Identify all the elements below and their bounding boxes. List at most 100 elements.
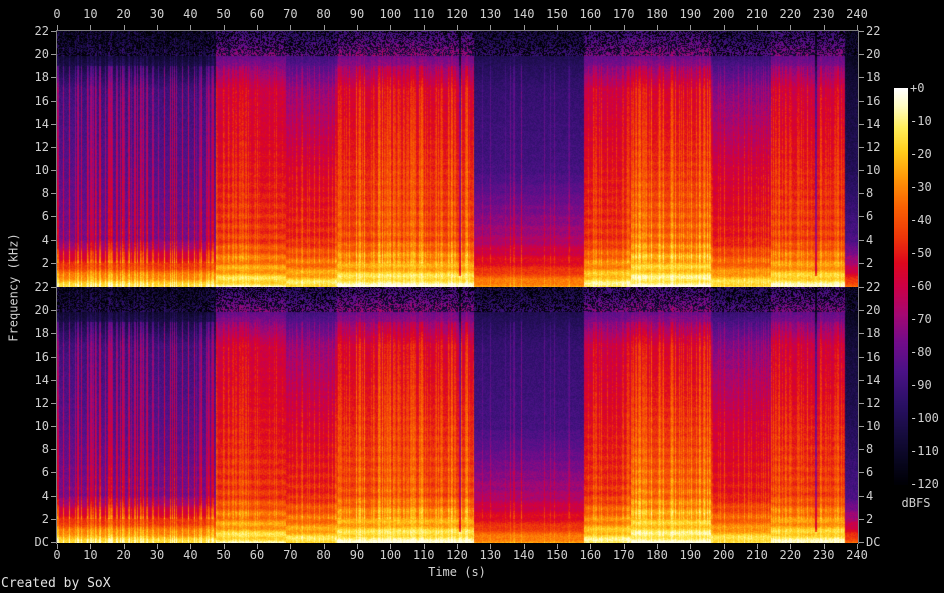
time-tick-mark-bottom <box>190 544 192 549</box>
time-tick-label-top: 0 <box>53 7 61 21</box>
freq-tick-label-left: 12 <box>34 140 49 154</box>
time-tick-label-bottom: 110 <box>412 548 435 562</box>
time-tick-mark-bottom <box>590 544 592 549</box>
time-tick-mark-bottom <box>323 544 325 549</box>
freq-tick-mark-left <box>51 542 56 543</box>
time-tick-label-bottom: 60 <box>249 548 265 562</box>
time-tick-mark-top <box>190 25 192 30</box>
freq-tick-label-right: 8 <box>866 442 874 456</box>
time-tick-label-bottom: 200 <box>712 548 735 562</box>
freq-tick-label-left: 4 <box>41 489 49 503</box>
freq-tick-label-left: DC <box>34 535 49 549</box>
freq-tick-label-right: DC <box>866 535 881 549</box>
time-tick-label-bottom: 130 <box>479 548 502 562</box>
y-axis-title: Frequency (kHz) <box>6 233 21 342</box>
freq-tick-label-left: 20 <box>34 303 49 317</box>
time-tick-mark-bottom <box>90 544 92 549</box>
time-tick-mark-top <box>757 25 758 30</box>
time-tick-mark-bottom <box>390 544 392 549</box>
time-tick-label-bottom: 140 <box>512 548 535 562</box>
freq-tick-mark-left <box>51 496 56 497</box>
freq-tick-label-right: 6 <box>866 209 874 223</box>
freq-tick-label-left: 8 <box>41 186 49 200</box>
freq-tick-label-left: 20 <box>34 47 49 61</box>
time-tick-label-bottom: 180 <box>646 548 668 562</box>
freq-tick-label-left: 18 <box>34 70 49 84</box>
freq-tick-mark-right <box>859 287 864 288</box>
time-tick-label-top: 210 <box>746 7 768 21</box>
colorbar-tick-label: -30 <box>910 180 932 194</box>
time-tick-mark-bottom <box>457 544 458 549</box>
freq-tick-label-left: 6 <box>41 209 49 223</box>
freq-tick-mark-left <box>51 357 56 358</box>
freq-tick-mark-left <box>51 216 56 217</box>
time-tick-mark-bottom <box>857 544 858 549</box>
freq-tick-mark-right <box>859 357 864 358</box>
x-axis-title: Time (s) <box>428 565 486 579</box>
time-tick-mark-bottom <box>490 544 492 549</box>
freq-tick-label-left: 22 <box>34 24 49 38</box>
time-tick-label-top: 150 <box>546 7 568 21</box>
time-tick-mark-top <box>557 25 558 30</box>
time-tick-mark-top <box>223 25 225 30</box>
time-tick-mark-top <box>57 25 58 30</box>
freq-tick-mark-right <box>859 193 864 194</box>
time-tick-label-top: 240 <box>846 7 868 21</box>
time-tick-label-top: 90 <box>349 7 365 21</box>
freq-tick-label-right: 16 <box>866 350 881 364</box>
freq-tick-mark-right <box>859 426 864 427</box>
freq-tick-mark-right <box>859 54 864 55</box>
time-tick-mark-bottom <box>423 544 425 549</box>
colorbar-tick-label: -60 <box>910 279 932 293</box>
freq-tick-mark-left <box>51 310 56 311</box>
time-tick-label-bottom: 170 <box>612 548 635 562</box>
freq-tick-mark-left <box>51 101 56 102</box>
time-tick-label-bottom: 30 <box>149 548 165 562</box>
time-tick-label-top: 10 <box>83 7 98 21</box>
freq-tick-label-right: 18 <box>866 70 881 84</box>
freq-tick-mark-left <box>51 124 56 125</box>
time-tick-label-bottom: 100 <box>379 548 402 562</box>
time-tick-label-top: 160 <box>579 7 602 21</box>
colorbar-tick-label: -40 <box>910 213 932 227</box>
time-tick-mark-top <box>423 25 425 30</box>
time-tick-mark-top <box>390 25 392 30</box>
freq-tick-mark-right <box>859 542 864 543</box>
freq-tick-label-right: 18 <box>866 326 881 340</box>
freq-tick-label-right: 22 <box>866 280 881 294</box>
freq-tick-mark-left <box>51 54 56 55</box>
colorbar-gradient <box>894 88 908 485</box>
time-tick-label-top: 180 <box>646 7 668 21</box>
freq-tick-mark-left <box>51 519 56 520</box>
time-tick-label-bottom: 120 <box>446 548 468 562</box>
colorbar-tick-label: -120 <box>910 477 939 491</box>
freq-tick-mark-left <box>51 333 56 334</box>
time-tick-label-bottom: 40 <box>183 548 198 562</box>
time-tick-mark-bottom <box>657 544 658 549</box>
freq-tick-label-right: 2 <box>866 512 874 526</box>
freq-tick-mark-right <box>859 216 864 217</box>
freq-tick-mark-left <box>51 240 56 241</box>
time-tick-label-bottom: 210 <box>746 548 768 562</box>
time-tick-label-bottom: 190 <box>679 548 702 562</box>
freq-tick-mark-right <box>859 472 864 473</box>
spectrogram-left-channel <box>57 31 858 287</box>
freq-tick-mark-left <box>51 380 56 381</box>
freq-tick-label-left: 10 <box>34 419 49 433</box>
time-tick-label-bottom: 0 <box>53 548 61 562</box>
colorbar-tick-label: -10 <box>910 114 932 128</box>
time-tick-label-top: 110 <box>412 7 435 21</box>
freq-tick-label-right: 2 <box>866 256 874 270</box>
freq-tick-mark-right <box>859 380 864 381</box>
colorbar-tick-label: +0 <box>910 81 925 95</box>
freq-tick-mark-right <box>859 310 864 311</box>
time-tick-label-top: 140 <box>512 7 535 21</box>
time-tick-mark-bottom <box>157 544 158 549</box>
time-tick-label-top: 50 <box>216 7 231 21</box>
freq-tick-label-right: 4 <box>866 233 874 247</box>
freq-tick-mark-right <box>859 333 864 334</box>
freq-tick-mark-left <box>51 147 56 148</box>
time-tick-label-bottom: 10 <box>83 548 98 562</box>
time-tick-label-bottom: 70 <box>283 548 298 562</box>
time-tick-mark-bottom <box>557 544 558 549</box>
